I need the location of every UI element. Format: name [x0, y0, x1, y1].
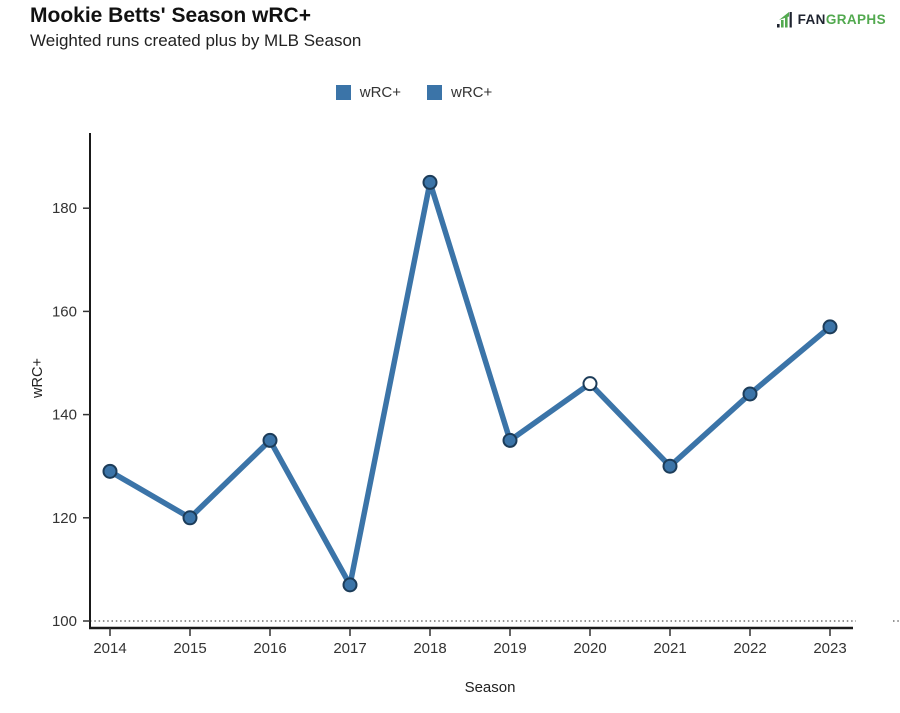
logo-text-fan: FAN [797, 12, 826, 27]
page-subtitle: Weighted runs created plus by MLB Season [30, 31, 362, 50]
legend-swatch [335, 85, 351, 100]
data-point-2016 [262, 432, 278, 448]
x-tick-label: 2023 [813, 640, 846, 657]
data-point-2015 [182, 510, 198, 526]
x-tick-label: 2014 [93, 640, 126, 657]
x-tick-label: 2018 [413, 640, 446, 657]
y-axis-title: wRC+ [30, 358, 46, 399]
y-tick-label: 120 [52, 510, 77, 527]
x-tick-label: 2016 [253, 640, 286, 657]
data-point-2019 [502, 432, 518, 448]
logo-text-graphs: GRAPHS [825, 12, 886, 27]
x-axis-title: Season [465, 679, 516, 696]
fangraphs-logo[interactable]: FANGRAPHS [776, 11, 886, 28]
y-tick-label: 180 [52, 200, 77, 217]
x-tick-label: 2022 [733, 640, 766, 657]
y-tick-label: 100 [52, 613, 77, 630]
legend-label: wRC+ [451, 84, 493, 101]
y-tick-label: 140 [52, 407, 77, 424]
legend-item-wrc-2[interactable]: wRC+ [427, 84, 492, 101]
legend-swatch [427, 85, 442, 100]
fangraphs-chart-icon [776, 11, 796, 28]
data-point-2020 [582, 376, 598, 392]
x-tick-label: 2020 [573, 640, 606, 657]
chart-legend: wRC+ wRC+ [0, 84, 828, 101]
x-tick-label: 2015 [173, 640, 206, 657]
logo-text: FANGRAPHS [798, 12, 886, 27]
data-point-2017 [342, 577, 358, 593]
data-point-2021 [662, 458, 678, 474]
wrc-plus-line [107, 179, 833, 588]
x-tick-label: 2019 [493, 640, 526, 657]
legend-label: wRC+ [359, 84, 401, 101]
data-point-2014 [102, 463, 118, 479]
data-point-2018 [422, 174, 438, 190]
data-point-2023 [822, 319, 838, 335]
x-tick-label: 2021 [653, 640, 686, 657]
legend-item-wrc-1[interactable]: wRC+ [335, 84, 401, 101]
x-tick-label: 2017 [333, 640, 366, 657]
page-title: Mookie Betts' Season wRC+ [30, 4, 311, 27]
data-point-2022 [742, 386, 758, 402]
y-tick-label: 160 [52, 303, 77, 320]
